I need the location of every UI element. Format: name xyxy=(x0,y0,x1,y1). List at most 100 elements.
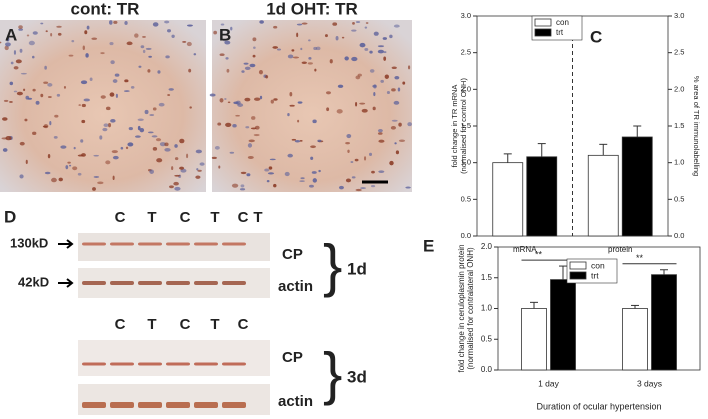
band xyxy=(194,242,218,246)
stain-dot xyxy=(102,127,108,132)
stain-dot xyxy=(105,160,111,165)
stain-dot xyxy=(312,119,317,124)
stain-dot xyxy=(188,68,192,73)
stain-dot xyxy=(124,21,128,25)
stain-dot xyxy=(157,70,161,74)
stain-dot xyxy=(369,50,373,54)
legend-swatch xyxy=(569,261,587,270)
stain-dot xyxy=(142,36,146,38)
lane-label: C xyxy=(180,316,191,333)
stain-dot xyxy=(100,52,105,55)
stain-dot xyxy=(393,24,400,28)
stain-dot xyxy=(373,92,376,97)
x-tick-label: protein xyxy=(608,245,632,254)
stain-dot xyxy=(347,149,350,153)
lane-label: T xyxy=(253,209,262,226)
stain-dot xyxy=(24,118,28,122)
lane-label: T xyxy=(210,316,219,333)
stain-dot xyxy=(240,171,247,175)
stain-dot xyxy=(308,39,311,42)
stain-dot xyxy=(383,51,387,54)
stain-dot xyxy=(9,101,13,103)
stain-dot xyxy=(345,178,352,183)
stain-dot xyxy=(230,26,233,31)
stain-dot xyxy=(112,175,115,181)
stain-dot xyxy=(398,139,406,143)
stain-dot xyxy=(393,100,400,105)
stain-dot xyxy=(111,150,118,154)
stain-dot xyxy=(193,53,197,56)
stain-dot xyxy=(114,73,120,77)
stain-dot xyxy=(229,151,235,154)
stain-dot xyxy=(164,147,171,152)
band xyxy=(166,402,190,408)
band xyxy=(222,402,246,408)
stain-dot xyxy=(105,106,111,111)
micrograph-b xyxy=(212,20,412,192)
stain-dot xyxy=(355,188,362,192)
stain-dot xyxy=(284,171,290,177)
stain-dot xyxy=(69,164,72,167)
bar xyxy=(526,156,558,237)
stain-dot xyxy=(267,172,275,175)
stain-dot xyxy=(5,42,11,47)
stain-dot xyxy=(264,168,270,172)
stain-dot xyxy=(186,24,193,27)
stain-dot xyxy=(99,135,103,140)
stain-dot xyxy=(300,47,303,51)
stain-dot xyxy=(405,186,411,189)
stain-dot xyxy=(391,88,396,92)
stain-dot xyxy=(326,107,330,112)
annotation: ** xyxy=(535,249,543,259)
group-label: 3d xyxy=(347,367,367,386)
stain-dot xyxy=(182,41,187,43)
stain-dot xyxy=(171,166,174,171)
stain-dot xyxy=(124,79,129,83)
stain-dot xyxy=(20,72,27,75)
brace: } xyxy=(323,233,342,298)
stain-dot xyxy=(407,122,412,127)
stain-dot xyxy=(377,49,385,54)
stain-dot xyxy=(338,185,344,190)
stain-dot xyxy=(67,161,71,164)
stain-dot xyxy=(364,48,369,51)
stain-dot xyxy=(397,87,401,92)
stain-dot xyxy=(239,188,246,191)
stain-dot xyxy=(226,68,230,73)
band xyxy=(222,362,246,366)
legend-label: con xyxy=(556,18,569,27)
bar xyxy=(622,308,648,371)
stain-dot xyxy=(165,55,170,59)
stain-dot xyxy=(19,48,23,53)
stain-dot xyxy=(44,171,51,175)
y2-tick-label: 2.5 xyxy=(674,48,684,57)
stain-dot xyxy=(47,96,52,98)
marker-label: 42kD xyxy=(18,274,49,289)
stain-dot xyxy=(128,127,133,131)
stain-dot xyxy=(391,119,398,122)
stain-dot xyxy=(174,174,181,177)
stain-dot xyxy=(152,147,158,151)
legend-label: con xyxy=(591,260,605,270)
stain-dot xyxy=(81,119,86,124)
stain-dot xyxy=(258,69,263,75)
stain-dot xyxy=(49,121,52,126)
stain-dot xyxy=(15,59,22,64)
stain-dot xyxy=(63,85,66,89)
blot-strip xyxy=(78,340,270,376)
stain-dot xyxy=(10,61,14,65)
stain-dot xyxy=(112,155,119,160)
stain-dot xyxy=(211,156,217,160)
stain-dot xyxy=(252,54,256,58)
stain-dot xyxy=(329,59,333,64)
stain-dot xyxy=(93,175,100,178)
stain-dot xyxy=(243,62,249,65)
band xyxy=(110,281,134,285)
bar xyxy=(492,162,524,237)
stain-dot xyxy=(344,56,349,61)
row-label: CP xyxy=(282,246,303,263)
stain-dot xyxy=(352,22,355,25)
bar xyxy=(651,274,677,371)
stain-dot xyxy=(224,98,227,100)
blot-strip xyxy=(78,233,270,261)
